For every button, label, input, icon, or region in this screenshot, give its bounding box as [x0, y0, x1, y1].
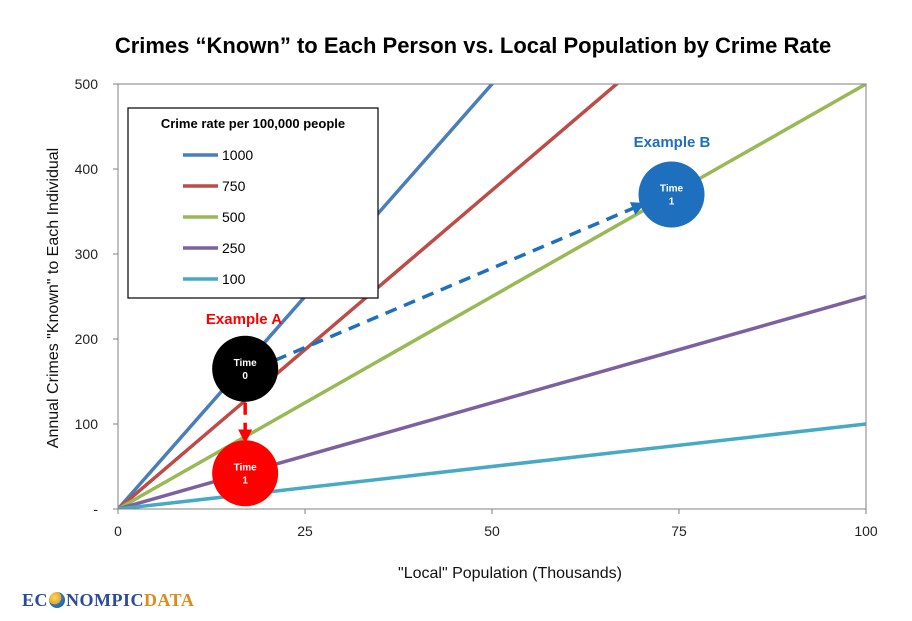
- arrows-layer: [238, 202, 646, 444]
- marker-circle: [638, 161, 705, 228]
- marker-line2: 1: [669, 197, 675, 208]
- legend-label-500: 500: [222, 209, 246, 225]
- logo-text-nomic: NOMPIC: [66, 590, 145, 610]
- marker-circle: [212, 440, 279, 507]
- y-tick-label: 400: [75, 161, 99, 177]
- x-tick-label: 75: [671, 523, 687, 539]
- marker-circle: [212, 335, 279, 402]
- legend-label-100: 100: [222, 271, 246, 287]
- x-tick-label: 100: [854, 523, 878, 539]
- globe-icon: [49, 592, 66, 608]
- legend: Crime rate per 100,000 people 1000 750 500…: [127, 107, 379, 299]
- y-tick-label: 100: [75, 416, 99, 432]
- legend-label-750: 750: [222, 178, 246, 194]
- x-tick-label: 0: [114, 523, 122, 539]
- x-tick-label: 50: [484, 523, 500, 539]
- chart-title: Crimes “Known” to Each Person vs. Local …: [115, 33, 831, 58]
- marker-time0_a: Time 0: [212, 335, 279, 402]
- ticks-layer: 0 25 50 75 100 - 100 200 300 400 500: [75, 76, 878, 539]
- marker-line2: 1: [242, 475, 248, 486]
- x-tick-label: 25: [297, 523, 313, 539]
- logo-text-data: DATA: [144, 590, 195, 610]
- x-axis-title: "Local" Population (Thousands): [398, 565, 622, 582]
- marker-line1: Time: [234, 462, 258, 473]
- legend-label-1000: 1000: [222, 147, 253, 163]
- legend-box: [127, 107, 379, 299]
- markers-layer: Time 0 Time 1 Time 1: [212, 161, 705, 507]
- arrow-b: [274, 202, 646, 362]
- marker-line1: Time: [234, 358, 258, 369]
- y-tick-label: 300: [75, 246, 99, 262]
- y-axis-title: Annual Crimes "Known" to Each Individual: [45, 148, 62, 448]
- annotations: Example A Example B Time 0 Time 1 Time 1: [206, 134, 711, 507]
- marker-time1_b: Time 1: [638, 161, 705, 228]
- legend-title: Crime rate per 100,000 people: [161, 116, 345, 131]
- legend-items: 1000 750 500 250 100: [183, 147, 253, 287]
- example-a-label: Example A: [206, 311, 282, 328]
- y-tick-label: -: [93, 501, 98, 517]
- example-b-label: Example B: [634, 134, 711, 151]
- marker-line1: Time: [660, 184, 684, 195]
- y-tick-label: 200: [75, 331, 99, 347]
- y-tick-label: 500: [75, 76, 99, 92]
- economicdata-logo: EC NOMPICDATA: [22, 590, 194, 611]
- legend-label-250: 250: [222, 240, 246, 256]
- series-line-750: [118, 84, 620, 509]
- marker-time1_a: Time 1: [212, 440, 279, 507]
- marker-line2: 0: [242, 371, 248, 382]
- logo-text-ec: EC: [22, 590, 49, 610]
